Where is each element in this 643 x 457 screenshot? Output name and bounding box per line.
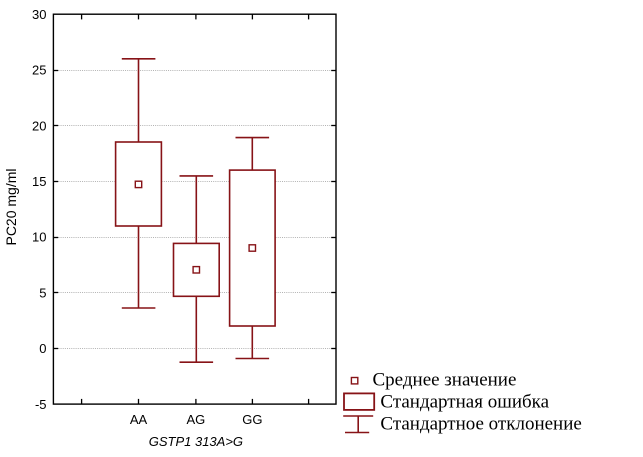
svg-text:30: 30 (32, 7, 46, 22)
svg-text:Среднее значение: Среднее значение (373, 369, 517, 390)
svg-text:AG: AG (187, 412, 206, 427)
svg-text:15: 15 (32, 174, 46, 189)
svg-text:10: 10 (32, 230, 46, 245)
svg-text:25: 25 (32, 63, 46, 78)
svg-text:PC20 mg/ml: PC20 mg/ml (3, 168, 19, 245)
svg-text:AA: AA (130, 412, 148, 427)
svg-text:GG: GG (242, 412, 262, 427)
svg-text:Стандартное отклонение: Стандартное отклонение (380, 414, 581, 435)
svg-text:0: 0 (39, 341, 46, 356)
svg-text:-5: -5 (35, 397, 47, 412)
svg-text:20: 20 (32, 118, 46, 133)
svg-text:Стандартная ошибка: Стандартная ошибка (380, 391, 549, 412)
svg-text:GSTP1 313A>G: GSTP1 313A>G (149, 434, 243, 449)
svg-text:5: 5 (39, 285, 46, 300)
